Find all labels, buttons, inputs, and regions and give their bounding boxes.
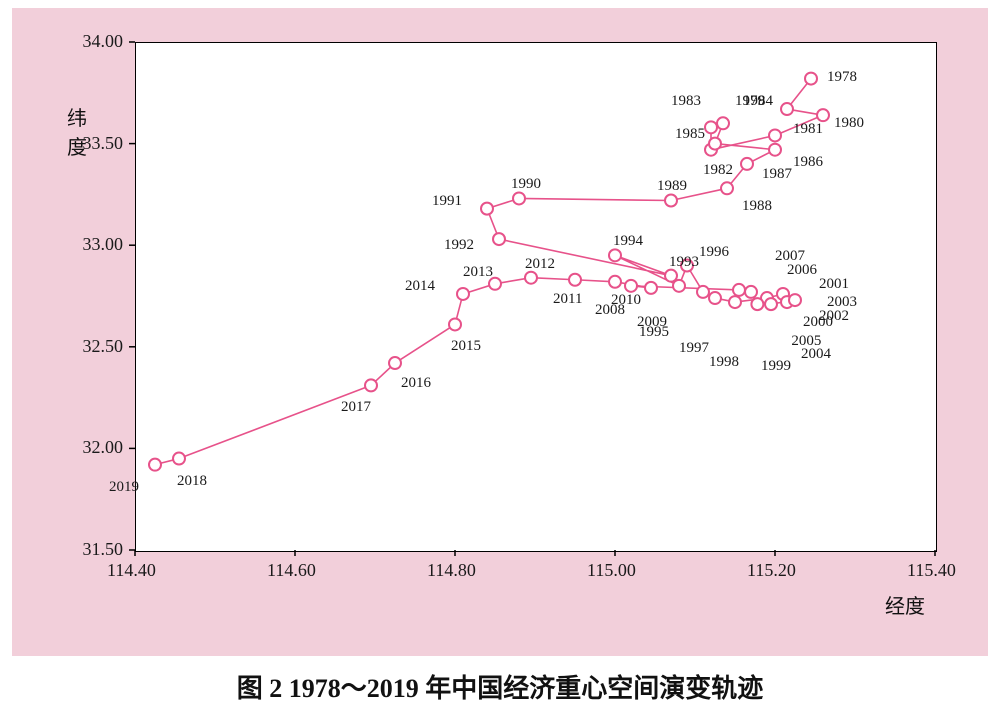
y-tick-label: 33.00 [83,234,124,255]
year-label: 1981 [793,121,823,138]
year-label: 1999 [761,358,791,375]
x-tick-label: 114.40 [107,560,156,581]
year-label: 1983 [671,93,701,110]
y-tick-label: 32.50 [83,336,124,357]
year-label: 2001 [819,276,849,293]
year-label: 1990 [511,176,541,193]
year-label: 1994 [613,233,643,250]
y-tick-label: 34.00 [83,31,124,52]
year-label: 1992 [444,237,474,254]
y-tick-label: 33.50 [83,133,124,154]
year-label: 2014 [405,278,435,295]
year-label: 1986 [793,154,823,171]
x-tick-label: 115.00 [587,560,636,581]
year-label: 2018 [177,473,207,490]
y-tick-label: 32.00 [83,437,124,458]
year-label: 1980 [834,115,864,132]
year-label: 2017 [341,399,371,416]
year-label: 1998 [709,354,739,371]
year-label: 1997 [679,340,709,357]
year-label: 2005 [791,333,821,350]
x-axis-label: 经度 [885,590,925,619]
chart-caption: 图 2 1978～2019 年中国经济重心空间演变轨迹 [0,668,1000,705]
year-label: 2003 [827,294,857,311]
year-label: 2016 [401,375,431,392]
year-label: 1993 [669,254,699,271]
year-label: 1978 [827,69,857,86]
x-tick-label: 115.40 [907,560,956,581]
year-label: 1985 [675,126,705,143]
year-label: 1989 [657,178,687,195]
chart-container: 纬度 经度 图 2 1978～2019 年中国经济重心空间演变轨迹 114.40… [0,0,1000,705]
x-tick-label: 114.60 [267,560,316,581]
chart-svg [0,0,1000,705]
y-tick-label: 31.50 [83,539,124,560]
year-label: 1984 [743,93,773,110]
year-label: 2015 [451,338,481,355]
year-label: 2012 [525,256,555,273]
year-label: 2009 [637,314,667,331]
year-label: 2013 [463,264,493,281]
year-label: 2011 [553,291,582,308]
year-label: 1996 [699,244,729,261]
year-label: 2019 [109,479,139,496]
year-label: 1982 [703,162,733,179]
x-tick-label: 115.20 [747,560,796,581]
year-label: 1988 [742,198,772,215]
year-label: 2010 [611,292,641,309]
year-label: 2007 [775,248,805,265]
x-tick-label: 114.80 [427,560,476,581]
year-label: 1987 [762,166,792,183]
year-label: 1991 [432,193,462,210]
